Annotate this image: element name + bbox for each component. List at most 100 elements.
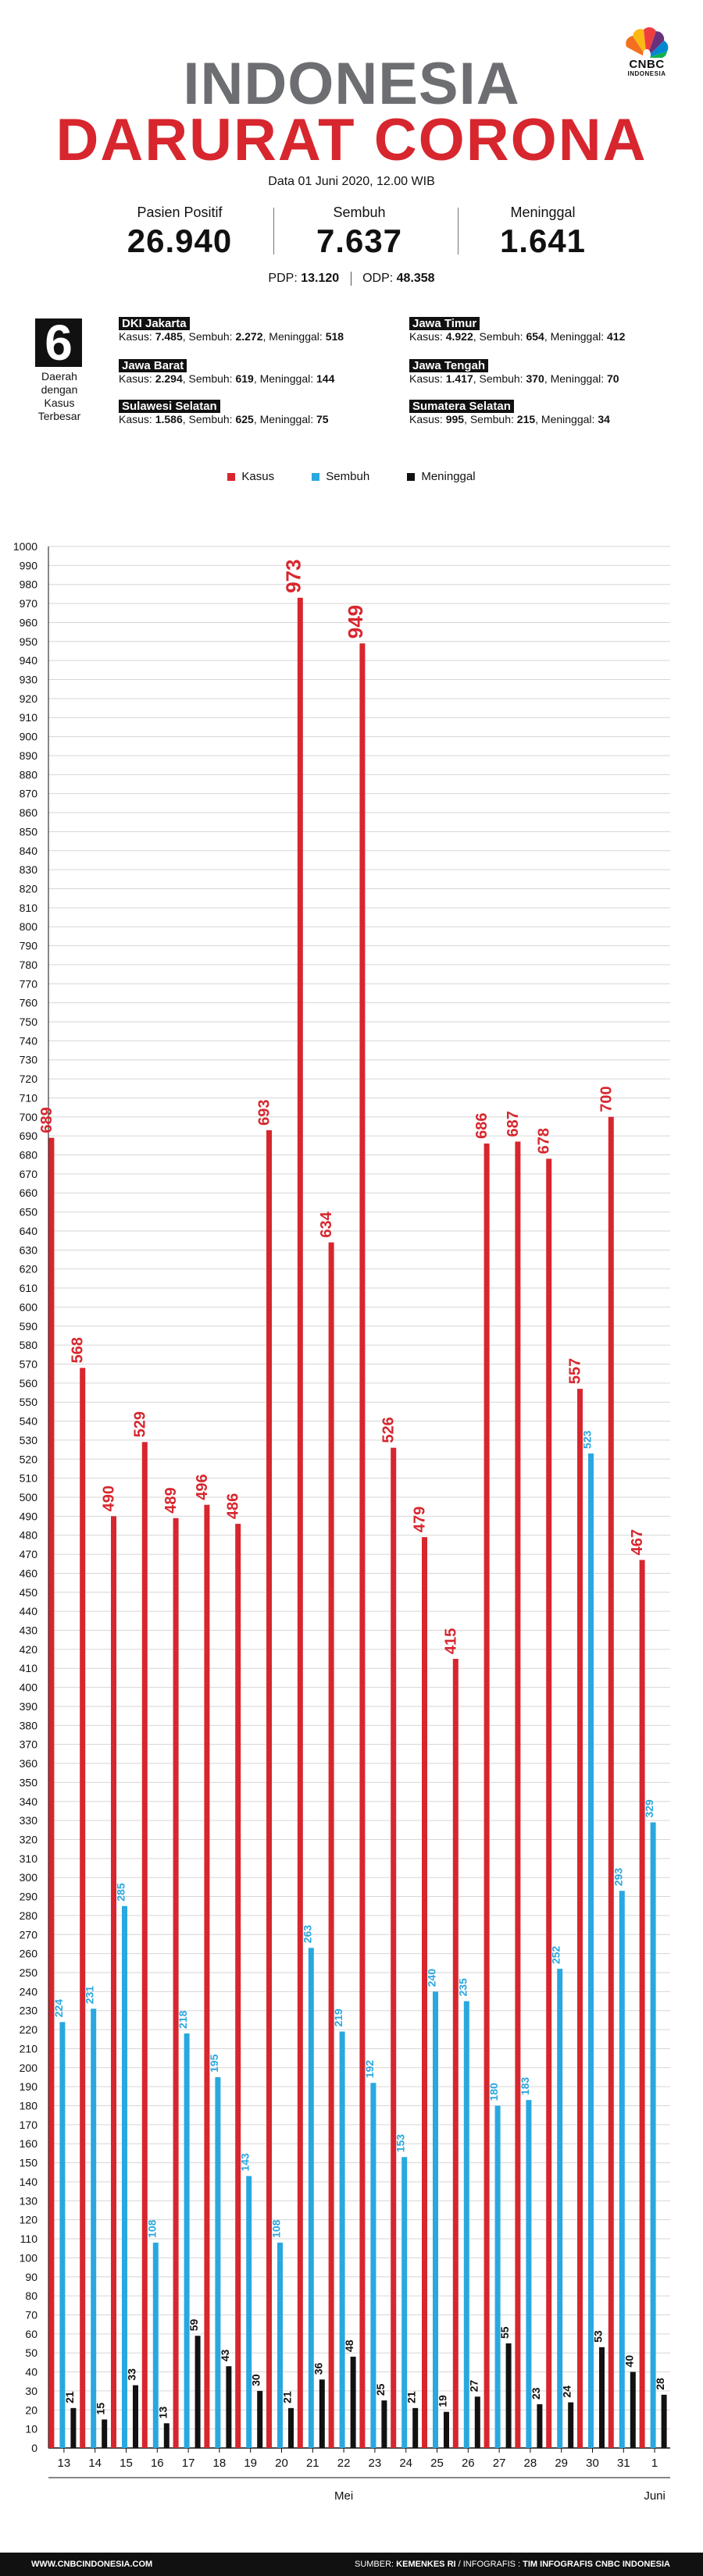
y-tick-label: 500 — [20, 1491, 38, 1503]
x-tick-label: 26 — [462, 2457, 475, 2470]
meninggal-value: 144 — [316, 372, 335, 385]
bar-meninggal — [412, 2407, 419, 2448]
bar-kasus — [391, 1447, 397, 2448]
data-date: Data 01 Juni 2020, 12.00 WIB — [268, 175, 435, 188]
y-tick-label: 390 — [20, 1700, 38, 1713]
y-tick-label: 670 — [20, 1168, 38, 1180]
data-label-meninggal: 33 — [126, 2368, 138, 2381]
source-label: SUMBER: — [354, 2560, 394, 2569]
stat-label: Pasien Positif — [137, 205, 223, 220]
footer-website[interactable]: WWW.CNBCINDONESIA.COM — [31, 2560, 153, 2569]
sembuh-label: Sembuh: — [479, 330, 523, 343]
data-label-meninggal: 30 — [250, 2374, 262, 2386]
source-value: KEMENKES RI — [396, 2560, 456, 2569]
bar-sembuh — [215, 2076, 221, 2448]
kasus-value: 1.586 — [155, 413, 183, 425]
y-tick-label: 780 — [20, 959, 38, 971]
y-tick-label: 860 — [20, 806, 38, 819]
kasus-label: Kasus: — [119, 372, 152, 385]
data-label-meninggal: 21 — [63, 2391, 76, 2403]
data-label-meninggal: 13 — [156, 2407, 169, 2419]
regions-count: 6 — [35, 318, 82, 368]
region-dki-jakarta: DKI Jakarta Kasus: 7.485, Sembuh: 2.272,… — [119, 317, 344, 343]
x-tick-label: 21 — [306, 2457, 319, 2470]
caption-line: dengan — [41, 383, 78, 396]
bar-meninggal — [599, 2347, 605, 2448]
y-tick-label: 100 — [20, 2251, 38, 2264]
x-tick-label: 30 — [586, 2457, 599, 2470]
y-tick-label: 540 — [20, 1415, 38, 1428]
y-tick-label: 120 — [20, 2214, 38, 2226]
bar-meninggal — [350, 2357, 356, 2448]
kasus-value: 2.294 — [155, 372, 183, 385]
brand-name: CNBC — [629, 58, 665, 71]
x-tick-label: 17 — [182, 2457, 195, 2470]
y-tick-label: 800 — [20, 920, 38, 933]
x-tick-label: 22 — [337, 2457, 351, 2470]
data-label-meninggal: 55 — [498, 2326, 511, 2339]
kasus-label: Kasus: — [119, 413, 152, 425]
bar-sembuh — [152, 2242, 159, 2448]
y-tick-label: 40 — [25, 2366, 37, 2379]
y-tick-label: 20 — [25, 2403, 37, 2416]
kasus-label: Kasus: — [409, 330, 443, 343]
y-tick-label: 980 — [20, 578, 38, 591]
sembuh-label: Sembuh: — [188, 413, 233, 425]
stat-value: 7.637 — [316, 222, 403, 259]
y-tick-label: 550 — [20, 1396, 38, 1408]
sembuh-value: 654 — [526, 330, 544, 343]
x-tick-label: 14 — [88, 2457, 102, 2470]
data-label-meninggal: 27 — [467, 2379, 480, 2392]
data-label-kasus: 700 — [598, 1086, 615, 1112]
data-label-meninggal: 15 — [95, 2403, 107, 2415]
brand-sub: INDONESIA — [627, 70, 666, 77]
data-label-kasus: 526 — [380, 1417, 398, 1443]
bar-meninggal — [474, 2396, 480, 2448]
y-tick-label: 810 — [20, 902, 38, 914]
bar-meninggal — [194, 2336, 201, 2448]
bar-kasus — [80, 1368, 86, 2448]
bar-meninggal — [70, 2407, 77, 2448]
daily-cases-bar-chart: 0102030405060708090100110120130140150160… — [13, 540, 670, 2503]
bar-kasus — [546, 1158, 552, 2448]
data-label-kasus: 634 — [318, 1211, 335, 1237]
bar-meninggal — [537, 2403, 543, 2448]
x-tick-label: 24 — [399, 2457, 412, 2470]
bar-kasus — [359, 643, 366, 2449]
legend-swatch — [312, 473, 320, 482]
y-tick-label: 930 — [20, 674, 38, 686]
bar-meninggal — [661, 2394, 667, 2448]
data-label-sembuh: 108 — [145, 2219, 158, 2238]
y-tick-label: 140 — [20, 2176, 38, 2188]
data-label-sembuh: 235 — [456, 1978, 469, 1997]
y-tick-label: 960 — [20, 616, 38, 628]
y-tick-label: 880 — [20, 768, 38, 781]
data-label-sembuh: 195 — [208, 2054, 220, 2073]
stat-sembuh: Sembuh 7.637 — [266, 205, 453, 260]
data-label-meninggal: 48 — [343, 2339, 355, 2352]
bar-sembuh — [526, 2100, 532, 2448]
kasus-value: 1.417 — [445, 372, 473, 385]
y-tick-label: 270 — [20, 1928, 38, 1941]
y-tick-label: 160 — [20, 2137, 38, 2150]
sembuh-label: Sembuh: — [188, 330, 233, 343]
data-label-sembuh: 231 — [84, 1986, 96, 2005]
data-label-meninggal: 53 — [592, 2330, 605, 2343]
bar-kasus — [577, 1389, 583, 2448]
y-tick-label: 370 — [20, 1738, 38, 1751]
footer-credits: SUMBER: KEMENKES RI / INFOGRAFIS : TIM I… — [355, 2560, 670, 2569]
bar-sembuh — [308, 1948, 314, 2448]
infographic-value: TIM INFOGRAFIS CNBC INDONESIA — [523, 2560, 670, 2569]
y-tick-label: 750 — [20, 1016, 38, 1028]
bar-sembuh — [370, 2083, 376, 2448]
meninggal-value: 34 — [598, 413, 610, 425]
x-tick-label: 15 — [120, 2457, 133, 2470]
bar-kasus — [608, 1116, 614, 2448]
bar-sembuh — [339, 2031, 345, 2448]
x-tick-label: 16 — [151, 2457, 164, 2470]
y-tick-label: 510 — [20, 1472, 38, 1485]
stat-label: Meninggal — [510, 205, 576, 220]
y-tick-label: 830 — [20, 863, 38, 876]
y-tick-label: 240 — [20, 1985, 38, 1998]
bar-meninggal — [133, 2385, 138, 2448]
